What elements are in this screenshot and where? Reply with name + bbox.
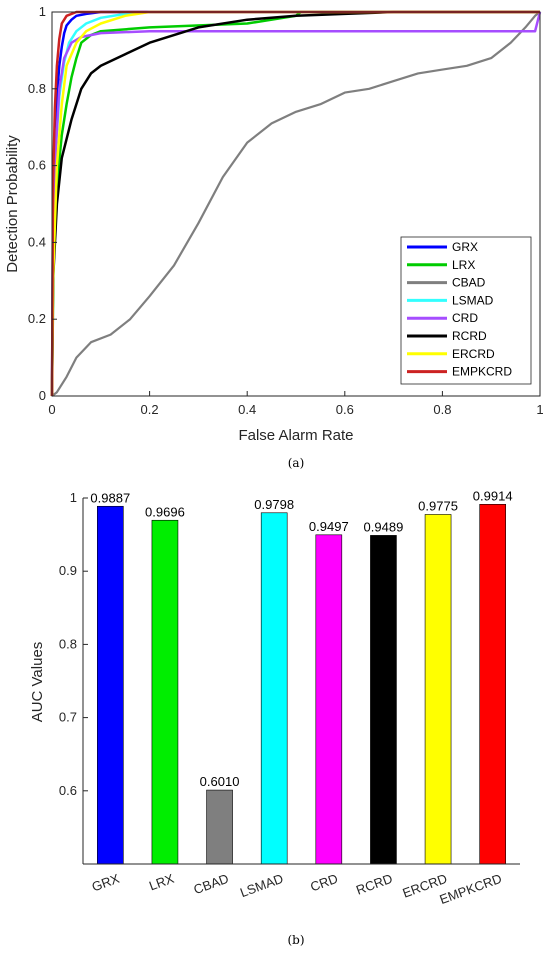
auc-x-tick-label-rcrd: RCRD [354,871,394,898]
roc-x-tick-label: 0.6 [336,402,354,417]
roc-x-axis-label: False Alarm Rate [238,427,353,444]
roc-curve-crd [50,11,542,397]
roc-curve-empkcrd [50,10,540,397]
roc-curve-rcrd [50,10,540,397]
auc-y-tick-label: 0.7 [59,710,77,725]
auc-y-tick-label: 1 [70,490,77,505]
auc-x-tick-label-grx: GRX [90,871,122,895]
roc-axes-box [51,11,541,397]
auc-y-tick-label: 0.9 [59,563,77,578]
auc-y-axis-label: AUC Values [29,642,46,723]
auc-value-label-ercrd: 0.9775 [418,498,458,513]
auc-value-label-empkcrd: 0.9914 [473,488,513,503]
roc-x-tick-label: 0 [48,402,55,417]
auc-bar-empkcrd [479,503,506,865]
auc-value-label-rcrd: 0.9489 [364,519,404,534]
auc-caption: (b) [287,933,304,947]
auc-panel: 0.9887 0.9696 0.6010 0.9798 0.9497 0.9489 0.97… [29,488,520,947]
roc-y-tick-label: 0 [39,388,46,403]
auc-y-ticks: 0.6 0.7 0.8 0.9 1 [59,490,88,798]
roc-y-ticks: 0 0.2 0.4 0.6 0.8 1 [28,4,57,403]
roc-y-axis-label: Detection Probability [4,135,21,273]
legend-label-rcrd: RCRD [452,329,487,343]
roc-caption: (a) [288,456,305,470]
auc-bar-lsmad [260,512,288,865]
legend-label-lrx: LRX [452,258,475,272]
auc-x-tick-label-cbad: CBAD [192,871,231,897]
legend-label-lsmad: LSMAD [452,293,494,307]
roc-curve-cbad [51,11,541,397]
auc-bar-lrx [151,519,179,865]
auc-bars: 0.9887 0.9696 0.6010 0.9798 0.9497 0.9489 0.97… [90,488,513,865]
roc-curves [50,10,542,397]
auc-bar-ercrd [424,514,452,865]
legend-label-crd: CRD [452,311,478,325]
auc-value-label-crd: 0.9497 [309,519,349,534]
legend-label-grx: GRX [452,240,478,254]
roc-x-ticks: 0 0.2 0.4 0.6 0.8 1 [48,391,544,417]
roc-y-tick-label: 0.6 [28,158,46,173]
auc-x-tick-label-crd: CRD [308,871,340,895]
roc-y-tick-label: 0.2 [28,311,46,326]
roc-y-tick-label: 0.8 [28,81,46,96]
roc-y-tick-label: 0.4 [28,234,46,249]
auc-bar-crd [315,534,343,865]
legend-label-cbad: CBAD [452,276,486,290]
auc-value-label-grx: 0.9887 [90,490,130,505]
roc-curve-lrx [50,10,540,397]
auc-value-label-lrx: 0.9696 [145,504,185,519]
roc-panel: 0 0.2 0.4 0.6 0.8 1 0 0.2 0.4 0.6 0.8 1 False Alar… [4,4,544,470]
auc-y-tick-label: 0.6 [59,783,77,798]
roc-legend-box [400,236,532,385]
roc-y-tick-label: 1 [39,4,46,19]
auc-x-tick-label-lrx: LRX [147,871,176,894]
auc-y-tick-label: 0.8 [59,636,77,651]
auc-bar-grx [97,505,124,865]
roc-x-tick-label: 0.4 [238,402,256,417]
roc-legend: GRX LRX CBAD LSMAD CRD RCRD ERCRD EMPKCRD [400,236,532,385]
auc-bar-cbad [206,789,233,865]
legend-label-empkcrd: EMPKCRD [452,365,512,379]
roc-x-tick-label: 0.2 [141,402,159,417]
auc-x-tick-label-empkcrd: EMPKCRD [437,871,503,907]
roc-x-tick-label: 1 [536,402,543,417]
roc-curve-ercrd [50,10,540,397]
auc-x-tick-label-lsmad: LSMAD [238,871,285,900]
auc-value-label-lsmad: 0.9798 [254,497,294,512]
auc-value-label-cbad: 0.6010 [200,774,240,789]
auc-bar-rcrd [370,535,397,865]
legend-label-ercrd: ERCRD [452,347,495,361]
roc-x-tick-label: 0.8 [433,402,451,417]
